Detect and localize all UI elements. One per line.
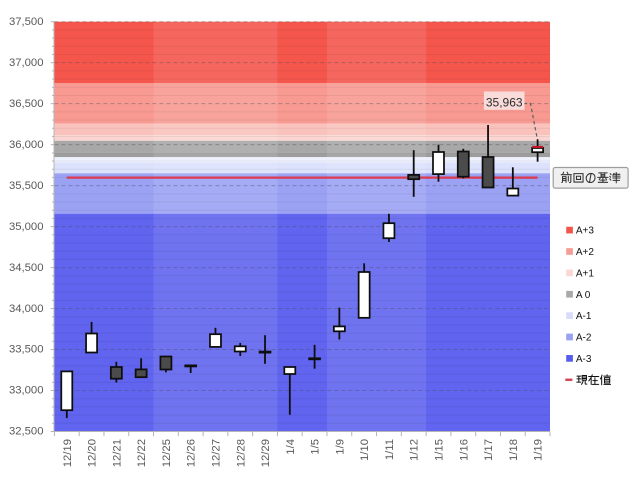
svg-text:A+1: A+1	[576, 268, 595, 279]
svg-text:1/17: 1/17	[483, 439, 495, 461]
svg-text:1/5: 1/5	[310, 439, 322, 455]
svg-text:1/10: 1/10	[359, 439, 371, 461]
svg-text:12/21: 12/21	[111, 439, 123, 467]
svg-text:34,000: 34,000	[9, 303, 44, 315]
svg-text:A+2: A+2	[576, 247, 595, 258]
svg-text:A-3: A-3	[576, 354, 592, 365]
svg-text:12/28: 12/28	[235, 439, 247, 467]
svg-text:A-1: A-1	[576, 311, 592, 322]
svg-text:12/25: 12/25	[161, 439, 173, 467]
svg-text:36,500: 36,500	[9, 98, 44, 110]
svg-text:35,963: 35,963	[486, 96, 523, 110]
svg-text:A+3: A+3	[576, 226, 595, 237]
svg-text:1/11: 1/11	[384, 439, 396, 460]
svg-text:1/18: 1/18	[508, 439, 520, 461]
svg-text:35,500: 35,500	[9, 180, 44, 192]
svg-text:1/9: 1/9	[334, 439, 346, 455]
svg-text:33,500: 33,500	[9, 344, 44, 356]
svg-text:12/26: 12/26	[186, 439, 198, 467]
svg-text:34,500: 34,500	[9, 262, 44, 274]
svg-text:12/22: 12/22	[136, 439, 148, 467]
svg-text:37,500: 37,500	[9, 16, 44, 28]
svg-text:35,000: 35,000	[9, 221, 44, 233]
svg-text:1/16: 1/16	[458, 439, 470, 461]
svg-text:12/29: 12/29	[260, 439, 272, 467]
svg-text:12/19: 12/19	[62, 439, 74, 467]
svg-text:33,000: 33,000	[9, 385, 44, 397]
svg-text:32,500: 32,500	[9, 426, 44, 438]
svg-text:37,000: 37,000	[9, 57, 44, 69]
svg-text:12/20: 12/20	[87, 439, 99, 467]
svg-text:12/27: 12/27	[210, 439, 222, 467]
svg-text:1/15: 1/15	[433, 439, 445, 461]
svg-text:1/4: 1/4	[285, 439, 297, 455]
svg-text:A-2: A-2	[576, 333, 592, 344]
svg-text:36,000: 36,000	[9, 139, 44, 151]
svg-text:1/12: 1/12	[409, 439, 421, 461]
svg-text:1/19: 1/19	[533, 439, 545, 461]
svg-text:A 0: A 0	[576, 290, 591, 301]
